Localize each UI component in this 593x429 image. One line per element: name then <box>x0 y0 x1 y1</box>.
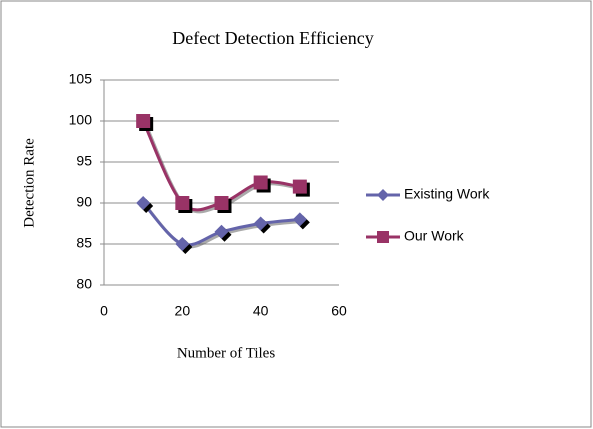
y-tick-label: 95 <box>76 153 92 169</box>
y-tick-label: 100 <box>69 112 93 128</box>
y-tick-label: 85 <box>76 235 92 251</box>
data-point <box>253 216 268 231</box>
data-point <box>214 224 229 239</box>
y-axis-label: Detection Rate <box>21 138 37 228</box>
x-axis-label: Number of Tiles <box>177 345 276 361</box>
data-point <box>136 114 151 128</box>
data-point <box>292 212 307 227</box>
data-point <box>136 196 151 210</box>
data-point <box>175 196 190 210</box>
chart-title: Defect Detection Efficiency <box>172 28 374 48</box>
x-tick-label: 60 <box>331 303 347 319</box>
legend-label: Existing Work <box>404 186 490 202</box>
data-point <box>253 175 268 190</box>
legend-marker <box>377 189 389 201</box>
y-tick-label: 105 <box>69 71 93 87</box>
legend-label: Our Work <box>404 228 465 244</box>
x-tick-label: 0 <box>100 303 108 319</box>
x-tick-label: 40 <box>253 303 269 319</box>
data-point <box>292 179 307 194</box>
x-tick-label: 20 <box>175 303 191 319</box>
y-tick-label: 90 <box>76 194 92 210</box>
y-tick-label: 80 <box>76 276 92 292</box>
data-point <box>175 237 190 251</box>
legend-marker <box>377 231 389 243</box>
data-point <box>214 196 229 210</box>
